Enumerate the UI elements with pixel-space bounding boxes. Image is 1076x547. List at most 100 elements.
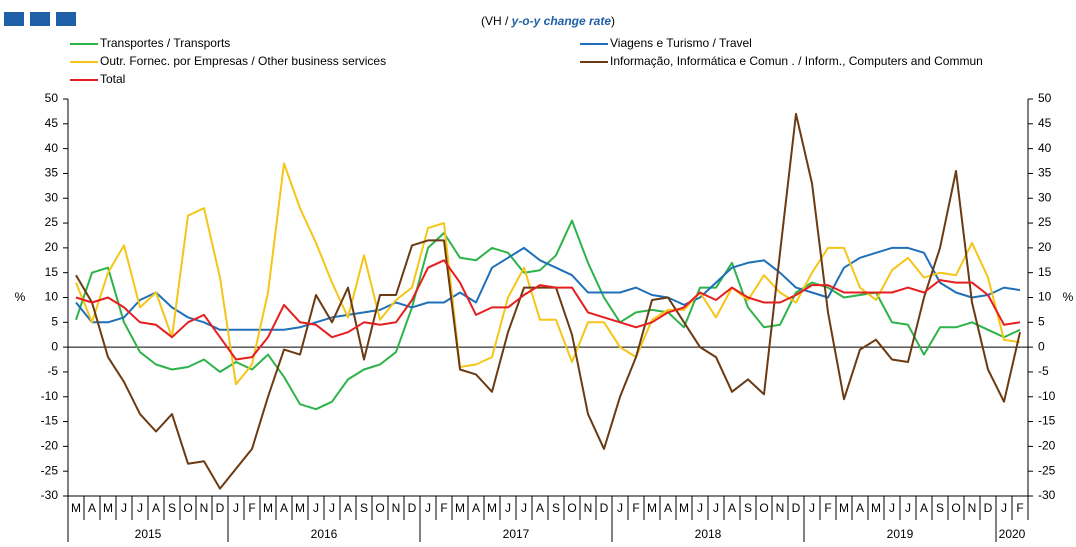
legend-label: Viagens e Turismo / Travel: [610, 36, 752, 50]
legend-label: Informação, Informática e Comun . / Info…: [610, 54, 983, 68]
x-tick-label: M: [71, 501, 81, 515]
y2-tick-label: -10: [1038, 389, 1056, 403]
x-tick-label: S: [936, 501, 944, 515]
legend-label: Total: [100, 72, 125, 86]
x-tick-label: M: [871, 501, 881, 515]
x-tick-label: N: [968, 501, 977, 515]
x-tick-label: N: [392, 501, 401, 515]
y2-tick-label: 30: [1038, 190, 1052, 204]
x-tick-label: O: [375, 501, 384, 515]
y-tick-label: -20: [41, 439, 59, 453]
x-tick-label: J: [905, 501, 911, 515]
y-axis-label: %: [15, 290, 26, 304]
y2-tick-label: 45: [1038, 116, 1052, 130]
x-tick-label: S: [360, 501, 368, 515]
y2-tick-label: 25: [1038, 215, 1052, 229]
x-tick-label: S: [168, 501, 176, 515]
y-tick-label: -10: [41, 389, 59, 403]
y-tick-label: -15: [41, 414, 59, 428]
x-tick-label: M: [679, 501, 689, 515]
x-tick-label: M: [103, 501, 113, 515]
y2-tick-label: 15: [1038, 265, 1052, 279]
x-tick-label: N: [776, 501, 785, 515]
x-tick-label: A: [280, 501, 288, 515]
year-label: 2015: [135, 527, 162, 541]
x-tick-label: D: [792, 501, 801, 515]
x-tick-label: J: [329, 501, 335, 515]
y2-tick-label: -15: [1038, 414, 1056, 428]
x-tick-label: A: [152, 501, 160, 515]
x-tick-label: M: [839, 501, 849, 515]
x-tick-label: M: [487, 501, 497, 515]
x-tick-label: O: [567, 501, 576, 515]
x-tick-label: F: [248, 501, 255, 515]
x-tick-label: J: [809, 501, 815, 515]
y2-tick-label: 0: [1038, 339, 1045, 353]
y2-tick-label: 5: [1038, 314, 1045, 328]
x-tick-label: O: [951, 501, 960, 515]
y-tick-label: 0: [51, 339, 58, 353]
y-tick-label: -30: [41, 488, 59, 502]
y2-tick-label: 35: [1038, 166, 1052, 180]
y-tick-label: 20: [45, 240, 59, 254]
y-tick-label: 50: [45, 91, 59, 105]
logo-block: [30, 12, 50, 26]
y2-tick-label: -5: [1038, 364, 1049, 378]
x-tick-label: J: [505, 501, 511, 515]
series-line: [75, 112, 1021, 490]
year-label: 2016: [311, 527, 338, 541]
x-tick-label: A: [536, 501, 544, 515]
x-tick-label: M: [455, 501, 465, 515]
x-tick-label: A: [472, 501, 480, 515]
x-tick-label: D: [600, 501, 609, 515]
y-tick-label: 40: [45, 141, 59, 155]
x-tick-label: F: [1016, 501, 1023, 515]
x-tick-label: S: [552, 501, 560, 515]
x-tick-label: M: [263, 501, 273, 515]
x-tick-label: D: [408, 501, 417, 515]
x-tick-label: J: [313, 501, 319, 515]
series-line: [75, 219, 1021, 411]
x-tick-label: N: [200, 501, 209, 515]
year-label: 2018: [695, 527, 722, 541]
x-tick-label: J: [617, 501, 623, 515]
logo-block: [56, 12, 76, 26]
y-tick-label: 15: [45, 265, 59, 279]
x-tick-label: J: [137, 501, 143, 515]
x-tick-label: A: [728, 501, 736, 515]
x-tick-label: M: [295, 501, 305, 515]
year-label: 2020: [999, 527, 1026, 541]
series-line: [75, 162, 1021, 386]
x-tick-label: A: [664, 501, 672, 515]
y-tick-label: 10: [45, 290, 59, 304]
x-tick-label: D: [216, 501, 225, 515]
y2-tick-label: -30: [1038, 488, 1056, 502]
series-line: [75, 246, 1021, 331]
y2-tick-label: -25: [1038, 463, 1056, 477]
y-tick-label: -5: [47, 364, 58, 378]
x-tick-label: J: [713, 501, 719, 515]
legend-label: Transportes / Transports: [100, 36, 230, 50]
y-tick-label: 5: [51, 314, 58, 328]
y-tick-label: -25: [41, 463, 59, 477]
y-tick-label: 30: [45, 190, 59, 204]
x-tick-label: F: [824, 501, 831, 515]
y-tick-label: 45: [45, 116, 59, 130]
x-tick-label: J: [1001, 501, 1007, 515]
x-tick-label: J: [521, 501, 527, 515]
x-tick-label: F: [632, 501, 639, 515]
x-tick-label: O: [759, 501, 768, 515]
y2-tick-label: 20: [1038, 240, 1052, 254]
x-tick-label: A: [856, 501, 864, 515]
y2-tick-label: -20: [1038, 439, 1056, 453]
x-tick-label: J: [697, 501, 703, 515]
year-label: 2017: [503, 527, 530, 541]
y2-axis-label: %: [1063, 290, 1074, 304]
x-tick-label: J: [233, 501, 239, 515]
subtitle-suffix: ): [611, 14, 615, 28]
x-tick-label: S: [744, 501, 752, 515]
x-tick-label: F: [440, 501, 447, 515]
x-tick-label: A: [88, 501, 96, 515]
x-tick-label: D: [984, 501, 993, 515]
